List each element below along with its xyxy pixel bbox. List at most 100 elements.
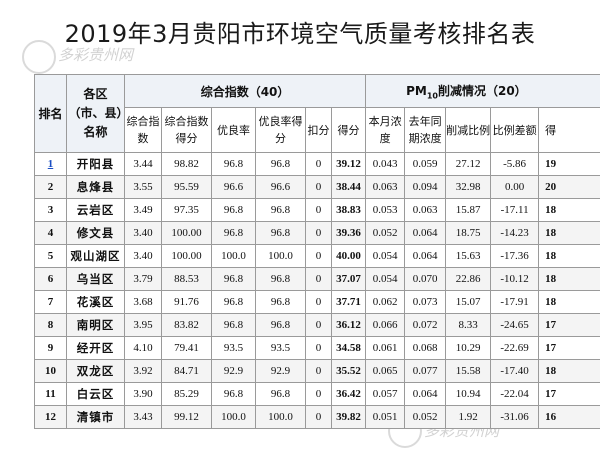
- composite-score-cell: 99.12: [161, 405, 212, 429]
- composite-index-cell: 3.90: [124, 382, 162, 406]
- ranking-table: 排名 各区（市、县）名称 综合指数（40） PM10削减情况（20） 综合指数 …: [34, 74, 600, 429]
- good-rate-score-cell: 92.9: [255, 359, 306, 383]
- table-row: 3 云岩区 3.49 97.35 96.8 96.8 0 38.83 0.053 0.063 15.…: [34, 198, 600, 222]
- good-rate-cell: 96.8: [211, 152, 256, 176]
- pm-score-cell: 18: [538, 221, 600, 245]
- table-row: 5 观山湖区 3.40 100.00 100.0 100.0 0 40.00 0.054 0.06…: [34, 244, 600, 268]
- good-rate-score-cell: 96.8: [255, 221, 306, 245]
- score-cell: 39.12: [330, 152, 367, 176]
- last-year-concentration-cell: 0.059: [404, 152, 447, 176]
- composite-score-cell: 79.41: [161, 336, 212, 360]
- score-cell: 39.82: [330, 405, 367, 429]
- pm-score-cell: 17: [538, 313, 600, 337]
- ratio-difference-cell: 0.00: [490, 175, 540, 199]
- good-rate-cell: 96.8: [211, 267, 256, 291]
- rank-header: 排名: [34, 74, 67, 153]
- region-cell: 白云区: [66, 382, 125, 406]
- rank-link[interactable]: 1: [47, 158, 54, 170]
- deduction-cell: 0: [305, 290, 332, 314]
- deduction-cell: 0: [305, 244, 332, 268]
- last-year-concentration-cell: 0.077: [404, 359, 447, 383]
- good-rate-cell: 96.8: [211, 313, 256, 337]
- good-rate-cell: 92.9: [211, 359, 256, 383]
- col-header-last-year-concentration: 去年同期浓度: [404, 107, 447, 153]
- good-rate-score-cell: 100.0: [255, 244, 306, 268]
- table-row: 1 开阳县 3.44 98.82 96.8 96.8 0 39.12 0.043 0.059 27.…: [34, 152, 600, 176]
- composite-score-cell: 100.00: [161, 244, 212, 268]
- month-concentration-cell: 0.065: [365, 359, 406, 383]
- deduction-cell: 0: [305, 221, 332, 245]
- composite-index-cell: 3.43: [124, 405, 162, 429]
- reduction-ratio-cell: 15.87: [445, 198, 492, 222]
- region-header: 各区（市、县）名称: [66, 74, 125, 153]
- ratio-difference-cell: -22.04: [490, 382, 540, 406]
- reduction-ratio-cell: 10.29: [445, 336, 492, 360]
- good-rate-score-cell: 96.8: [255, 382, 306, 406]
- rank-cell[interactable]: 1: [34, 152, 67, 176]
- pm-score-cell: 18: [538, 290, 600, 314]
- ratio-difference-cell: -17.11: [490, 198, 540, 222]
- score-cell: 34.58: [330, 336, 367, 360]
- good-rate-cell: 96.8: [211, 221, 256, 245]
- region-cell: 修文县: [66, 221, 125, 245]
- last-year-concentration-cell: 0.064: [404, 382, 447, 406]
- rank-cell: 5: [34, 244, 67, 268]
- last-year-concentration-cell: 0.094: [404, 175, 447, 199]
- ratio-difference-cell: -22.69: [490, 336, 540, 360]
- region-cell: 经开区: [66, 336, 125, 360]
- pm-score-cell: 16: [538, 405, 600, 429]
- table-row: 12 清镇市 3.43 99.12 100.0 100.0 0 39.82 0.051 0.052…: [34, 405, 600, 429]
- rank-cell: 7: [34, 290, 67, 314]
- ratio-difference-cell: -17.91: [490, 290, 540, 314]
- composite-score-cell: 85.29: [161, 382, 212, 406]
- good-rate-score-cell: 96.6: [255, 175, 306, 199]
- ranking-table-container: 排名 各区（市、县）名称 综合指数（40） PM10削减情况（20） 综合指数 …: [34, 74, 600, 471]
- score-cell: 40.00: [330, 244, 367, 268]
- rank-cell: 4: [34, 221, 67, 245]
- region-cell: 清镇市: [66, 405, 125, 429]
- last-year-concentration-cell: 0.068: [404, 336, 447, 360]
- ratio-difference-cell: -24.65: [490, 313, 540, 337]
- table-row: 4 修文县 3.40 100.00 96.8 96.8 0 39.36 0.052 0.064 18…: [34, 221, 600, 245]
- ratio-difference-cell: -14.23: [490, 221, 540, 245]
- good-rate-cell: 96.8: [211, 198, 256, 222]
- good-rate-score-cell: 100.0: [255, 405, 306, 429]
- score-cell: 35.52: [330, 359, 367, 383]
- month-concentration-cell: 0.057: [365, 382, 406, 406]
- col-header-month-concentration: 本月浓度: [365, 107, 406, 153]
- composite-score-cell: 84.71: [161, 359, 212, 383]
- score-cell: 36.42: [330, 382, 367, 406]
- pm-score-cell: 17: [538, 336, 600, 360]
- col-header-good-rate: 优良率: [211, 107, 256, 153]
- composite-score-cell: 100.00: [161, 221, 212, 245]
- month-concentration-cell: 0.043: [365, 152, 406, 176]
- rank-cell: 11: [34, 382, 67, 406]
- rank-cell: 8: [34, 313, 67, 337]
- composite-index-cell: 3.68: [124, 290, 162, 314]
- month-concentration-cell: 0.062: [365, 290, 406, 314]
- col-header-composite-index: 综合指数: [124, 107, 162, 153]
- score-cell: 38.83: [330, 198, 367, 222]
- score-cell: 37.71: [330, 290, 367, 314]
- ratio-difference-cell: -10.12: [490, 267, 540, 291]
- month-concentration-cell: 0.061: [365, 336, 406, 360]
- rank-cell: 2: [34, 175, 67, 199]
- month-concentration-cell: 0.054: [365, 244, 406, 268]
- deduction-cell: 0: [305, 152, 332, 176]
- table-row: 8 南明区 3.95 83.82 96.8 96.8 0 36.12 0.066 0.072 8.3…: [34, 313, 600, 337]
- last-year-concentration-cell: 0.064: [404, 221, 447, 245]
- col-header-good-rate-score: 优良率得分: [255, 107, 306, 153]
- composite-score-cell: 91.76: [161, 290, 212, 314]
- last-year-concentration-cell: 0.064: [404, 244, 447, 268]
- region-cell: 双龙区: [66, 359, 125, 383]
- composite-score-cell: 95.59: [161, 175, 212, 199]
- reduction-ratio-cell: 15.63: [445, 244, 492, 268]
- reduction-ratio-cell: 10.94: [445, 382, 492, 406]
- good-rate-score-cell: 93.5: [255, 336, 306, 360]
- pm-score-cell: 19: [538, 152, 600, 176]
- region-cell: 息烽县: [66, 175, 125, 199]
- good-rate-cell: 96.8: [211, 290, 256, 314]
- reduction-ratio-cell: 8.33: [445, 313, 492, 337]
- good-rate-cell: 93.5: [211, 336, 256, 360]
- region-cell: 云岩区: [66, 198, 125, 222]
